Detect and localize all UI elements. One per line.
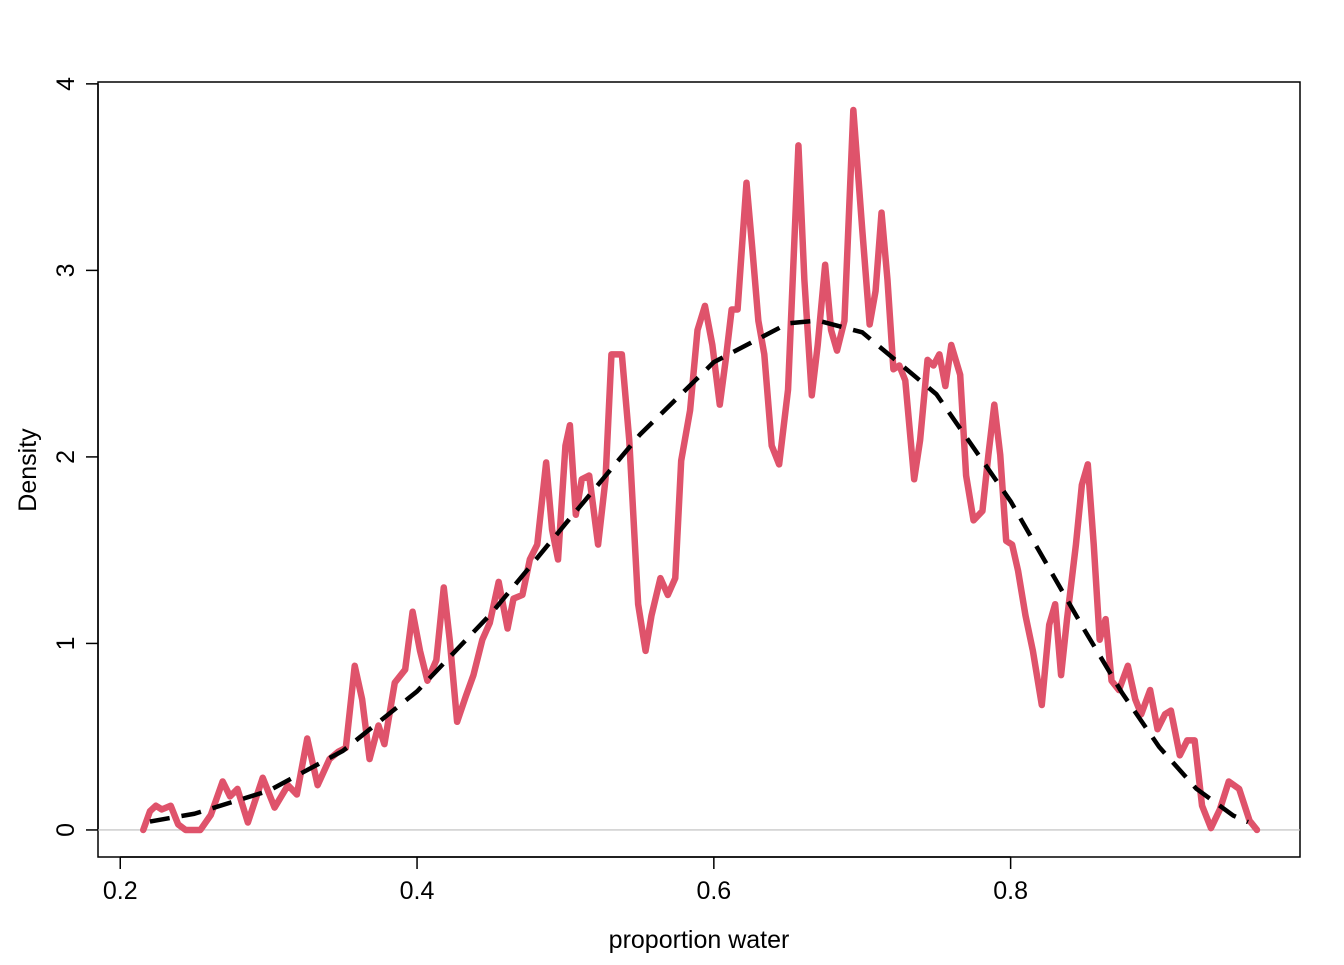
dashed-line	[149, 318, 1249, 825]
plot-box	[97, 81, 1301, 858]
x-tick-label: 0.4	[400, 877, 435, 905]
y-tick-label: 4	[52, 77, 80, 91]
y-tick-label: 1	[52, 636, 80, 650]
x-tick-label: 0.2	[103, 877, 138, 905]
x-tick-label: 0.6	[696, 877, 731, 905]
x-axis-label: proportion water	[609, 926, 790, 954]
y-tick-label: 0	[52, 823, 80, 837]
density-line	[140, 106, 1261, 834]
y-tick-label: 3	[52, 263, 80, 277]
x-tick-label: 0.8	[993, 877, 1028, 905]
y-tick-label: 2	[52, 450, 80, 464]
y-axis-label: Density	[14, 428, 42, 512]
